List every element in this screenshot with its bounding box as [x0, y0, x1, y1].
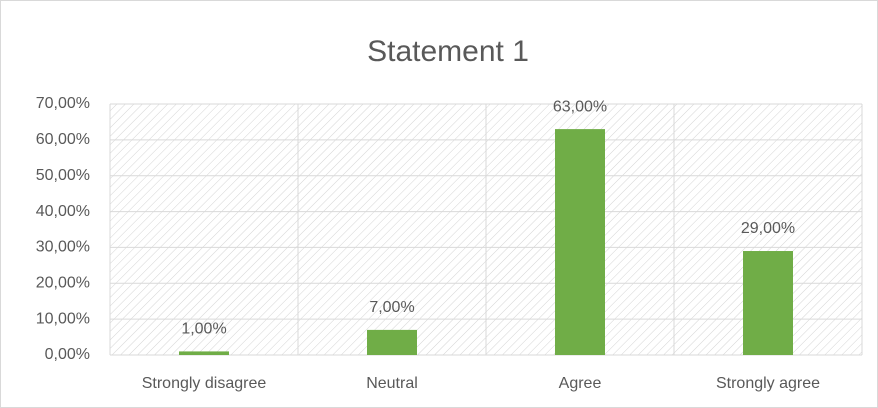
bar: [179, 351, 229, 355]
y-tick-label: 0,00%: [45, 346, 90, 363]
chart-title: Statement 1: [367, 35, 529, 68]
y-tick-label: 50,00%: [36, 167, 90, 184]
y-tick-label: 40,00%: [36, 203, 90, 220]
y-tick-label: 30,00%: [36, 239, 90, 256]
x-tick-label: Strongly agree: [716, 375, 820, 392]
x-tick-label: Strongly disagree: [142, 375, 267, 392]
data-label: 7,00%: [369, 299, 414, 316]
x-tick-label: Neutral: [366, 375, 418, 392]
y-tick-label: 10,00%: [36, 310, 90, 327]
y-tick-label: 70,00%: [36, 95, 90, 112]
bar: [743, 251, 793, 355]
data-label: 63,00%: [553, 98, 607, 115]
data-label: 29,00%: [741, 220, 795, 237]
data-label: 1,00%: [181, 321, 226, 338]
x-tick-label: Agree: [559, 375, 602, 392]
y-tick-label: 20,00%: [36, 275, 90, 292]
bar: [367, 329, 417, 355]
bar: [555, 129, 605, 355]
y-tick-label: 60,00%: [36, 131, 90, 148]
